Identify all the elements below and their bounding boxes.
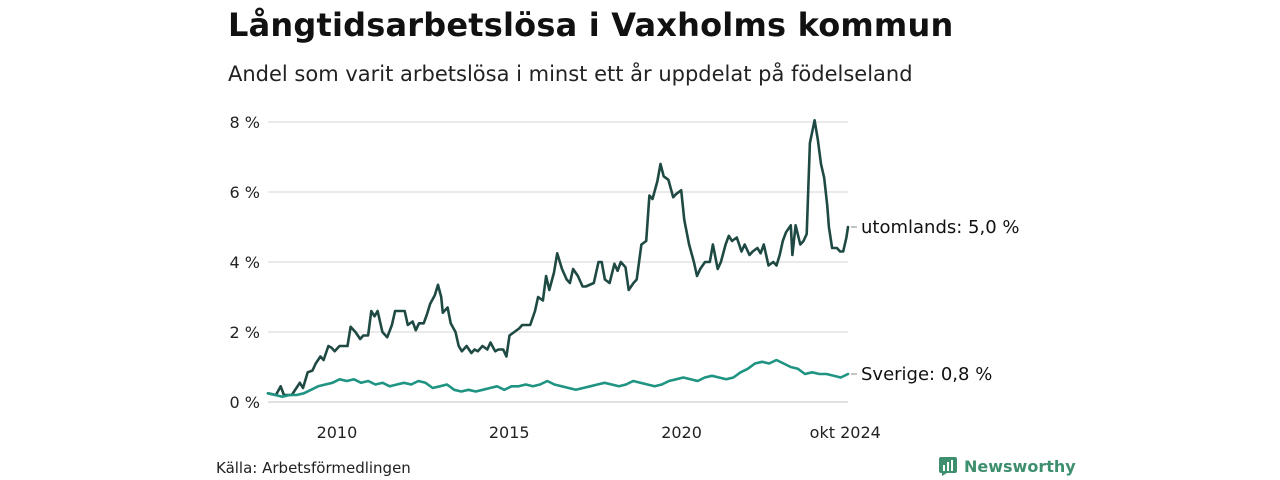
x-tick-label: 2015 bbox=[489, 423, 530, 442]
series-line-utomlands bbox=[266, 119, 850, 397]
y-tick-label: 4 % bbox=[230, 253, 260, 272]
newsworthy-icon bbox=[939, 457, 957, 476]
brand-name: Newsworthy bbox=[964, 456, 1076, 476]
y-tick-label: 8 % bbox=[230, 113, 260, 132]
series-line-sverige bbox=[266, 358, 850, 399]
y-tick-label: 0 % bbox=[230, 393, 260, 412]
x-tick-label: 2020 bbox=[661, 423, 702, 442]
source-note: Källa: Arbetsförmedlingen bbox=[216, 459, 411, 477]
end-label-utomlands: utomlands: 5,0 % bbox=[861, 217, 1020, 238]
brand-logo: Newsworthy bbox=[938, 456, 1076, 476]
chart-title: Långtidsarbetslösa i Vaxholms kommun bbox=[228, 6, 954, 44]
end-label-sverige: Sverige: 0,8 % bbox=[861, 364, 992, 385]
x-tick-label: okt 2024 bbox=[810, 423, 881, 442]
y-tick-label: 2 % bbox=[230, 323, 260, 342]
x-tick-label: 2010 bbox=[317, 423, 358, 442]
y-tick-label: 6 % bbox=[230, 183, 260, 202]
chart-subtitle: Andel som varit arbetslösa i minst ett å… bbox=[228, 62, 913, 86]
